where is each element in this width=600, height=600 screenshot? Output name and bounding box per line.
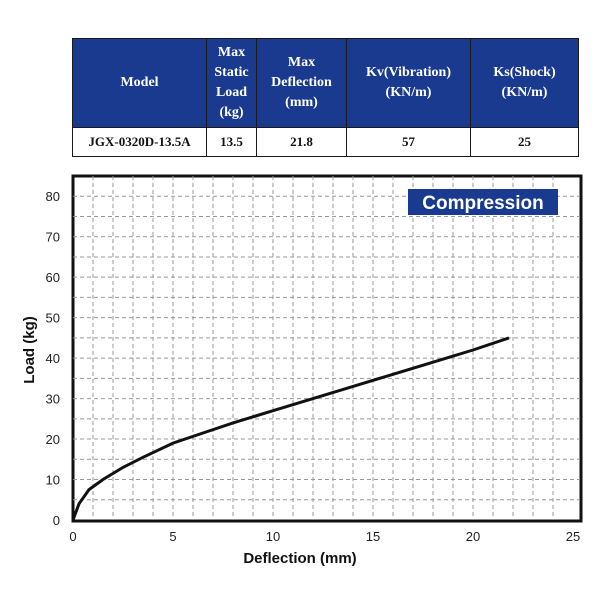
spec-table: Model Max Static Load (kg) Max Deflectio… bbox=[72, 38, 579, 157]
header-ks-shock: Ks(Shock) (KN/m) bbox=[470, 38, 579, 128]
x-tick-label: 0 bbox=[69, 529, 76, 544]
cell-kv-vibration: 57 bbox=[346, 127, 471, 157]
y-tick-label: 70 bbox=[46, 230, 60, 245]
cell-max-static-load: 13.5 bbox=[206, 127, 257, 157]
x-tick-label: 10 bbox=[266, 529, 280, 544]
x-tick-label: 20 bbox=[466, 529, 480, 544]
y-axis-title: Load (kg) bbox=[21, 316, 38, 384]
header-max-deflection: Max Deflection (mm) bbox=[256, 38, 347, 128]
header-kv-vibration: Kv(Vibration) (KN/m) bbox=[346, 38, 471, 128]
x-tick-labels: 0 5 10 15 20 25 bbox=[69, 529, 580, 544]
y-tick-label: 80 bbox=[46, 189, 60, 204]
chart-grid bbox=[73, 176, 580, 520]
x-tick-label: 25 bbox=[566, 529, 580, 544]
y-tick-label: 0 bbox=[53, 513, 60, 528]
y-tick-label: 40 bbox=[46, 351, 60, 366]
x-tick-label: 15 bbox=[366, 529, 380, 544]
y-tick-label: 30 bbox=[46, 392, 60, 407]
y-tick-label: 10 bbox=[46, 473, 60, 488]
x-tick-label: 5 bbox=[169, 529, 176, 544]
badge-background bbox=[408, 189, 558, 215]
x-axis-title: Deflection (mm) bbox=[243, 550, 356, 567]
cell-ks-shock: 25 bbox=[470, 127, 579, 157]
badge-label: Compression bbox=[422, 193, 543, 214]
y-tick-label: 60 bbox=[46, 270, 60, 285]
y-tick-labels: 0 10 20 30 40 50 60 70 80 bbox=[46, 189, 60, 528]
compression-badge: Compression bbox=[408, 189, 558, 215]
compression-chart: 0 5 10 15 20 25 0 10 20 30 40 50 60 70 80 Compression… bbox=[21, 174, 583, 567]
spec-header-row: Model Max Static Load (kg) Max Deflectio… bbox=[72, 38, 579, 128]
header-model: Model bbox=[72, 38, 207, 128]
cell-model: JGX-0320D-13.5A bbox=[72, 127, 207, 157]
load-deflection-curve bbox=[71, 336, 510, 521]
y-tick-label: 50 bbox=[46, 311, 60, 326]
plot-frame bbox=[71, 174, 583, 523]
header-max-static-load: Max Static Load (kg) bbox=[206, 38, 257, 128]
y-tick-label: 20 bbox=[46, 432, 60, 447]
spec-data-row: JGX-0320D-13.5A 13.5 21.8 57 25 bbox=[72, 127, 579, 157]
cell-max-deflection: 21.8 bbox=[256, 127, 347, 157]
